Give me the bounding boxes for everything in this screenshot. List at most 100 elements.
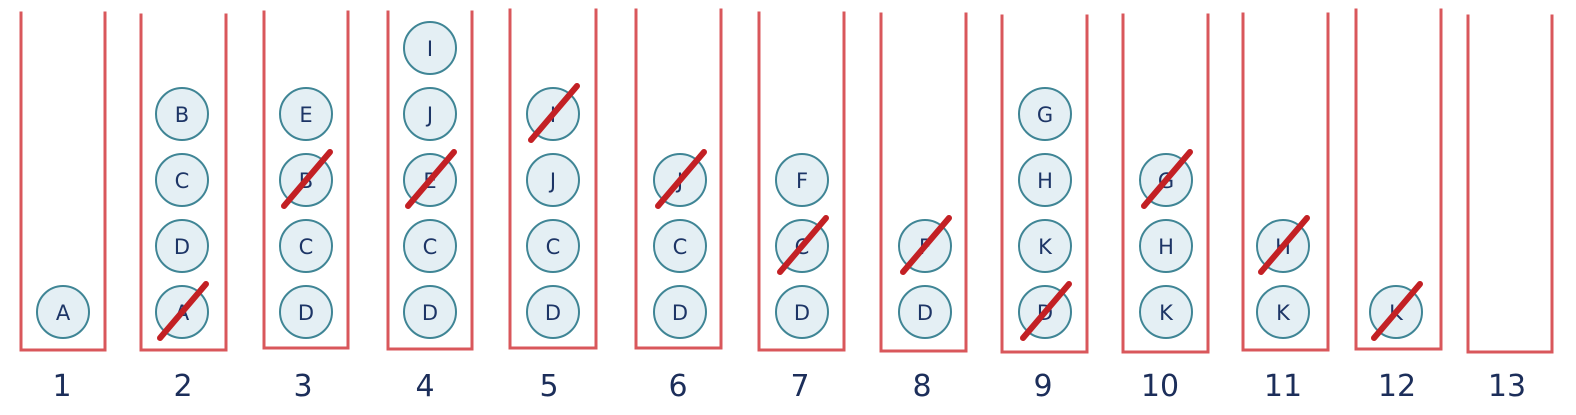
strike-mark <box>777 215 829 275</box>
ball-circle <box>155 153 209 207</box>
stack-9: DK H G 9 <box>1000 14 1089 404</box>
ball-letter: E <box>299 103 312 127</box>
ball-letter: D <box>672 301 688 325</box>
ball-letter: D <box>174 235 190 259</box>
ball-circle <box>1139 285 1193 339</box>
ball: D <box>898 285 952 339</box>
container-outline <box>634 8 723 350</box>
container-outline <box>1241 12 1330 352</box>
ball: D <box>1018 281 1072 341</box>
ball: D <box>155 219 209 273</box>
ball-circle <box>36 285 90 339</box>
stack-number-label: 6 <box>668 369 687 404</box>
ball-letter: K <box>1159 301 1174 325</box>
stack-13: 13 <box>1466 14 1554 404</box>
ball: G <box>1139 149 1193 209</box>
ball-circle <box>403 285 457 339</box>
ball: K <box>1018 219 1072 273</box>
ball: J <box>653 149 707 209</box>
ball-letter: K <box>1038 235 1053 259</box>
ball-circle <box>1139 219 1193 273</box>
container-outline <box>19 11 107 352</box>
container-outline <box>879 12 968 353</box>
ball: D <box>526 285 580 339</box>
ball: C <box>653 219 707 273</box>
ball: E <box>403 149 457 209</box>
container-outline <box>1121 13 1210 354</box>
ball: K <box>1256 285 1310 339</box>
stack-number-label: 2 <box>173 369 192 404</box>
strike-mark <box>1258 215 1310 275</box>
ball-letter: H <box>1158 235 1174 259</box>
ball-circle <box>403 87 457 141</box>
ball: H <box>1139 219 1193 273</box>
ball: E <box>279 87 333 141</box>
ball-circle <box>1256 285 1310 339</box>
ball-letter: F <box>796 169 808 193</box>
ball-circle <box>526 219 580 273</box>
stack-number-label: 13 <box>1488 369 1526 404</box>
ball: F <box>775 153 829 207</box>
stack-1: A1 <box>19 11 107 404</box>
container-outline <box>508 8 598 350</box>
stack-11: K H 11 <box>1241 12 1330 404</box>
ball-letter: C <box>299 235 314 259</box>
container-outline <box>1354 8 1443 351</box>
ball-letter: A <box>56 301 71 325</box>
stack-2: AD C B 2 <box>139 13 228 404</box>
ball: H <box>1256 215 1310 275</box>
ball: J <box>403 87 457 141</box>
ball-circle <box>279 285 333 339</box>
ball-circle <box>775 285 829 339</box>
stack-10: K H G 10 <box>1121 13 1210 404</box>
strike-mark <box>281 149 333 209</box>
strike-mark <box>157 281 209 341</box>
ball-circle <box>279 219 333 273</box>
ball: G <box>1018 87 1072 141</box>
ball: C <box>155 153 209 207</box>
ball-circle <box>526 153 580 207</box>
ball: C <box>403 219 457 273</box>
stack-12: K 12 <box>1354 8 1443 404</box>
ball-letter: I <box>427 37 433 61</box>
ball-letter: C <box>673 235 688 259</box>
ball-letter: C <box>546 235 561 259</box>
ball: B <box>155 87 209 141</box>
stack-5: D C J I 5 <box>508 8 598 404</box>
stack-number-label: 9 <box>1033 369 1052 404</box>
ball: K <box>1139 285 1193 339</box>
ball: K <box>1369 281 1423 341</box>
ball: C <box>775 215 829 275</box>
ball-letter: D <box>794 301 810 325</box>
stack-number-label: 7 <box>790 369 809 404</box>
ball-circle <box>403 219 457 273</box>
ball-circle <box>898 285 952 339</box>
stack-8: D F 8 <box>879 12 968 404</box>
ball: D <box>279 285 333 339</box>
ball-circle <box>1018 87 1072 141</box>
container-outline <box>262 10 350 350</box>
ball: B <box>279 149 333 209</box>
stack-number-label: 12 <box>1378 369 1416 404</box>
strike-mark <box>1141 149 1193 209</box>
ball: D <box>403 285 457 339</box>
container-outline <box>1466 14 1554 354</box>
ball: D <box>775 285 829 339</box>
container-outline <box>757 11 846 352</box>
ball-circle <box>155 219 209 273</box>
stack-7: D CF 7 <box>757 11 846 404</box>
ball-letter: D <box>298 301 314 325</box>
strike-mark <box>528 83 580 143</box>
ball-letter: C <box>175 169 190 193</box>
ball-circle <box>653 219 707 273</box>
ball-letter: D <box>422 301 438 325</box>
strike-mark <box>1371 281 1423 341</box>
stack-number-label: 3 <box>293 369 312 404</box>
ball: D <box>653 285 707 339</box>
ball: F <box>898 215 952 275</box>
ball-circle <box>1018 153 1072 207</box>
ball: I <box>403 21 457 75</box>
container-outline <box>386 10 474 351</box>
ball-circle <box>403 21 457 75</box>
ball-letter: B <box>175 103 189 127</box>
